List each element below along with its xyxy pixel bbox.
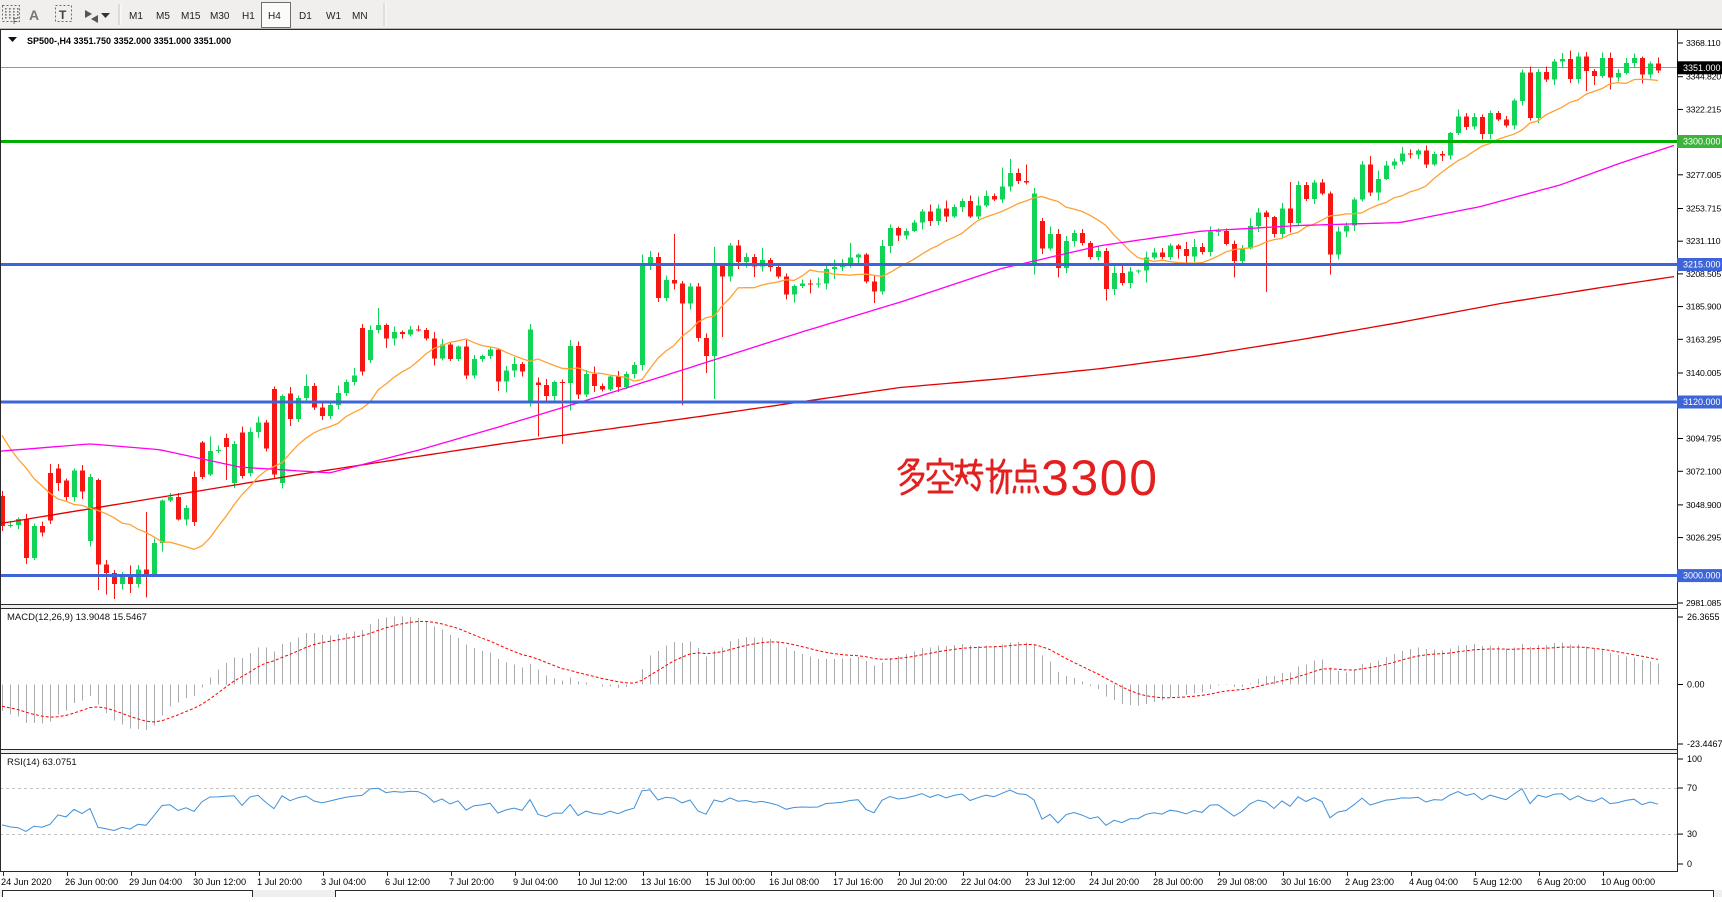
svg-text:1 Jul 20:00: 1 Jul 20:00 xyxy=(257,877,302,887)
svg-text:23 Jul 12:00: 23 Jul 12:00 xyxy=(1025,877,1075,887)
svg-text:0.00: 0.00 xyxy=(1687,680,1705,690)
svg-text:10 Aug 00:00: 10 Aug 00:00 xyxy=(1601,877,1655,887)
svg-text:20 Jul 20:00: 20 Jul 20:00 xyxy=(897,877,947,887)
svg-text:3351.000: 3351.000 xyxy=(1683,63,1721,73)
svg-text:3300: 3300 xyxy=(1041,450,1157,506)
svg-text:3120.000: 3120.000 xyxy=(1683,397,1721,407)
svg-text:22 Jul 04:00: 22 Jul 04:00 xyxy=(961,877,1011,887)
svg-text:13 Jul 16:00: 13 Jul 16:00 xyxy=(641,877,691,887)
svg-text:10 Jul 12:00: 10 Jul 12:00 xyxy=(577,877,627,887)
svg-text:3185.900: 3185.900 xyxy=(1686,302,1721,312)
svg-text:24 Jun 2020: 24 Jun 2020 xyxy=(1,877,52,887)
svg-text:3253.715: 3253.715 xyxy=(1686,204,1721,214)
svg-text:D1: D1 xyxy=(299,11,312,22)
svg-text:5 Aug 12:00: 5 Aug 12:00 xyxy=(1473,877,1522,887)
svg-text:29 Jun 04:00: 29 Jun 04:00 xyxy=(129,877,182,887)
svg-text:M30: M30 xyxy=(210,11,230,22)
svg-text:3026.295: 3026.295 xyxy=(1686,533,1721,543)
svg-text:30 Jun 12:00: 30 Jun 12:00 xyxy=(193,877,246,887)
svg-text:F: F xyxy=(13,17,18,26)
svg-text:70: 70 xyxy=(1687,783,1697,793)
svg-text:26 Jun 00:00: 26 Jun 00:00 xyxy=(65,877,118,887)
svg-text:M5: M5 xyxy=(156,11,170,22)
svg-text:28 Jul 00:00: 28 Jul 00:00 xyxy=(1153,877,1203,887)
svg-text:3231.110: 3231.110 xyxy=(1686,236,1721,246)
svg-text:3300.000: 3300.000 xyxy=(1683,137,1721,147)
svg-text:3208.505: 3208.505 xyxy=(1686,269,1721,279)
svg-text:-23.4467: -23.4467 xyxy=(1687,739,1722,749)
svg-text:26.3655: 26.3655 xyxy=(1687,612,1720,622)
svg-text:17 Jul 16:00: 17 Jul 16:00 xyxy=(833,877,883,887)
svg-text:6 Jul 12:00: 6 Jul 12:00 xyxy=(385,877,430,887)
svg-text:3140.005: 3140.005 xyxy=(1686,368,1721,378)
svg-text:0: 0 xyxy=(1687,859,1692,869)
svg-text:6 Aug 20:00: 6 Aug 20:00 xyxy=(1537,877,1586,887)
svg-text:15 Jul 00:00: 15 Jul 00:00 xyxy=(705,877,755,887)
svg-text:16 Jul 08:00: 16 Jul 08:00 xyxy=(769,877,819,887)
svg-text:T: T xyxy=(59,8,67,22)
svg-text:3215.000: 3215.000 xyxy=(1683,260,1721,270)
svg-text:MACD(12,26,9) 13.9048 15.5467: MACD(12,26,9) 13.9048 15.5467 xyxy=(7,612,147,623)
svg-text:3163.295: 3163.295 xyxy=(1686,334,1721,344)
svg-text:3000.000: 3000.000 xyxy=(1683,571,1721,581)
svg-text:3048.900: 3048.900 xyxy=(1686,500,1721,510)
svg-text:2 Aug 23:00: 2 Aug 23:00 xyxy=(1345,877,1394,887)
svg-text:9 Jul 04:00: 9 Jul 04:00 xyxy=(513,877,558,887)
svg-text:29 Jul 08:00: 29 Jul 08:00 xyxy=(1217,877,1267,887)
svg-text:3 Jul 04:00: 3 Jul 04:00 xyxy=(321,877,366,887)
svg-text:3368.110: 3368.110 xyxy=(1686,38,1721,48)
svg-text:RSI(14) 63.0751: RSI(14) 63.0751 xyxy=(7,757,77,768)
svg-text:W1: W1 xyxy=(326,11,341,22)
svg-text:3322.215: 3322.215 xyxy=(1686,104,1721,114)
svg-text:3072.100: 3072.100 xyxy=(1686,466,1721,476)
svg-text:A: A xyxy=(29,7,39,23)
svg-text:30: 30 xyxy=(1687,829,1697,839)
svg-text:7 Jul 20:00: 7 Jul 20:00 xyxy=(449,877,494,887)
svg-text:SP500-,H4 3351.750 3352.000 3: SP500-,H4 3351.750 3352.000 3351.000 335… xyxy=(27,36,231,46)
svg-text:100: 100 xyxy=(1687,754,1702,764)
svg-text:30 Jul 16:00: 30 Jul 16:00 xyxy=(1281,877,1331,887)
svg-text:3344.820: 3344.820 xyxy=(1686,72,1721,82)
svg-text:3277.005: 3277.005 xyxy=(1686,170,1721,180)
svg-text:H4: H4 xyxy=(268,11,281,22)
svg-text:2981.085: 2981.085 xyxy=(1686,598,1721,608)
svg-text:M15: M15 xyxy=(181,11,201,22)
svg-text:M1: M1 xyxy=(129,11,143,22)
svg-text:24 Jul 20:00: 24 Jul 20:00 xyxy=(1089,877,1139,887)
svg-text:4 Aug 04:00: 4 Aug 04:00 xyxy=(1409,877,1458,887)
svg-text:MN: MN xyxy=(352,11,368,22)
svg-text:3094.795: 3094.795 xyxy=(1686,434,1721,444)
svg-text:H1: H1 xyxy=(242,11,255,22)
